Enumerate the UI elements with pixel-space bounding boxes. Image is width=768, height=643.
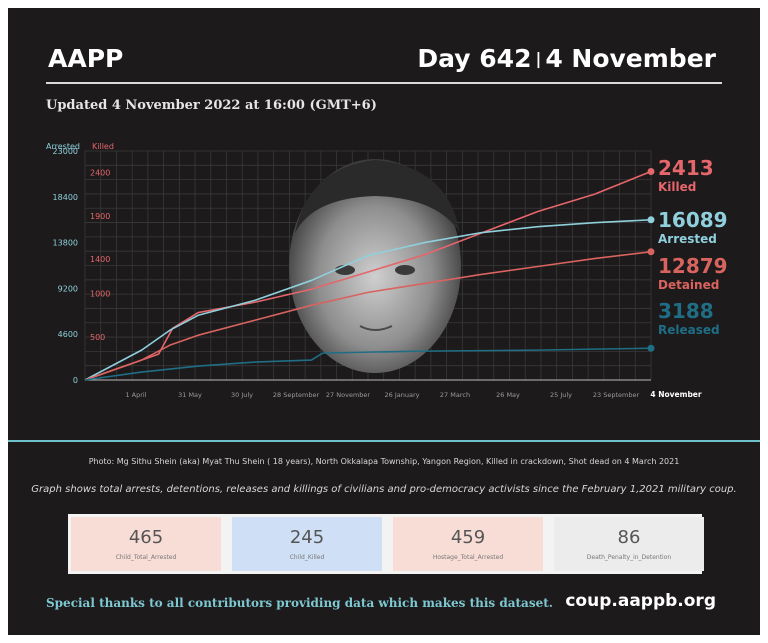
day-title: Day 642 | 4 November: [417, 44, 716, 73]
left-axis-title: Arrested: [46, 142, 80, 151]
series-value-label: 3188: [658, 299, 714, 323]
left-axis-tick: 23000: [53, 147, 78, 156]
day-count: Day 642: [417, 44, 532, 73]
stat-card-child-killed: 245 Child_Killed: [232, 517, 382, 571]
portrait-face: [289, 159, 461, 373]
series-endpoint-killed: [647, 167, 655, 175]
portrait-mouth: [359, 325, 393, 331]
thanks-note: Special thanks to all contributors provi…: [46, 596, 553, 610]
series-line-arrested: [84, 219, 652, 381]
left-axis-tick: 4600: [58, 330, 78, 339]
series-value-label: 16089: [658, 208, 728, 232]
x-axis-tick: 23 September: [593, 391, 640, 399]
right-axis-tick: 2400: [90, 169, 110, 178]
right-axis-title: Killed: [92, 142, 114, 151]
series-value-label: 12879: [658, 254, 728, 278]
left-axis-tick: 13800: [53, 239, 78, 248]
website-link[interactable]: coup.aappb.org: [565, 591, 716, 611]
x-axis-tick: 4 November: [650, 390, 702, 399]
x-axis-tick: 31 May: [178, 391, 202, 399]
stat-card-hostage-arrested: 459 Hostage_Total_Arrested: [393, 517, 543, 571]
stat-card-child-arrested: 465 Child_Total_Arrested: [71, 517, 221, 571]
left-axis-tick: 18400: [53, 193, 78, 202]
updated-timestamp: Updated 4 November 2022 at 16:00 (GMT+6): [46, 98, 377, 113]
photo-caption: Photo: Mg Sithu Shein (aka) Myat Thu She…: [88, 457, 680, 466]
stat-label: Death_Penalty_in_Detention: [586, 554, 672, 561]
x-axis-tick: 30 July: [231, 391, 253, 399]
series-endpoint-arrested: [647, 216, 655, 224]
x-axis-tick: 26 May: [496, 391, 520, 399]
chart-description: Graph shows total arrests, detentions, r…: [31, 484, 737, 495]
x-axis-tick: 27 March: [440, 391, 470, 399]
x-axis-tick: 27 November: [326, 391, 370, 399]
series-name-label: Killed: [658, 180, 696, 194]
infographic-panel: AAPP Day 642 | 4 November Updated 4 Novemb…: [8, 8, 760, 635]
header-rule: [46, 82, 722, 84]
left-axis-tick: 9200: [58, 284, 78, 293]
x-axis-tick: 26 January: [385, 391, 420, 399]
series-name-label: Arrested: [658, 232, 717, 246]
series-endpoint-detained: [647, 248, 655, 256]
series-value-label: 2413: [658, 156, 714, 180]
org-title: AAPP: [48, 44, 124, 73]
stat-label: Child_Total_Arrested: [115, 554, 177, 561]
stat-value: 245: [289, 527, 325, 548]
series-line-released: [84, 347, 652, 381]
stat-label: Hostage_Total_Arrested: [432, 554, 504, 561]
x-axis-tick: 1 April: [125, 391, 146, 399]
stats-bar: 465 Child_Total_Arrested 245 Child_Kille…: [68, 514, 704, 574]
right-axis-tick: 1400: [90, 255, 110, 264]
right-axis-tick: 1900: [90, 212, 110, 221]
stat-label: Child_Killed: [289, 554, 325, 561]
stat-value: 465: [128, 527, 164, 548]
series-line-detained: [84, 250, 652, 381]
series-name-label: Released: [658, 323, 720, 337]
x-axis-tick: 25 July: [550, 391, 572, 399]
stat-value: 459: [450, 527, 486, 548]
section-divider: [8, 440, 760, 442]
title-separator: |: [535, 49, 542, 68]
stat-value: 86: [617, 527, 641, 548]
series-name-label: Detained: [658, 278, 719, 292]
right-axis-tick: 500: [90, 333, 105, 342]
cumulative-line-chart: Arrested Killed 23000 18400 13800 9200 4600 0 24…: [46, 142, 728, 399]
x-axis-tick: 28 September: [273, 391, 320, 399]
right-axis-tick: 1000: [90, 290, 110, 299]
left-axis-tick: 0: [73, 376, 78, 385]
day-date: 4 November: [545, 44, 716, 73]
portrait-photo: [289, 159, 461, 373]
series-endpoint-released: [647, 344, 655, 352]
portrait-hair: [295, 160, 460, 233]
stat-card-death-penalty: 86 Death_Penalty_in_Detention: [554, 517, 704, 571]
portrait-eye: [395, 265, 415, 275]
